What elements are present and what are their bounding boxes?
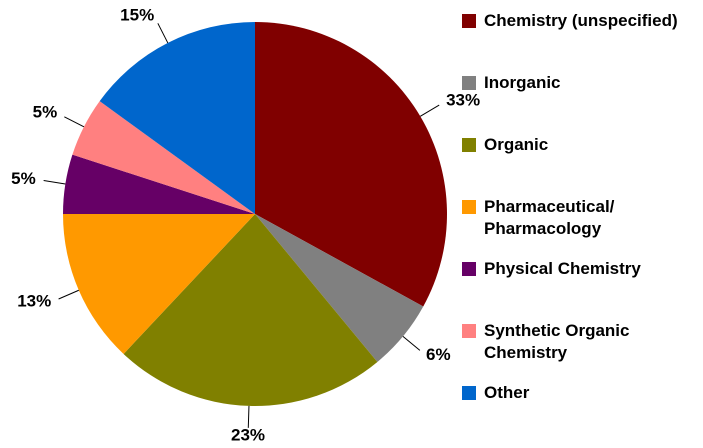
data-label: 23%: [231, 425, 265, 444]
legend-label: Pharmaceutical/ Pharmacology: [484, 197, 615, 238]
legend-swatch: [462, 76, 476, 90]
data-label: 33%: [446, 90, 480, 109]
legend-swatch: [462, 138, 476, 152]
legend-swatch: [462, 14, 476, 28]
pie-slice: [63, 214, 255, 354]
leader-line: [58, 289, 79, 300]
legend-label: Inorganic: [484, 73, 561, 92]
legend-item: Other: [462, 382, 692, 404]
legend-item: Chemistry (unspecified): [462, 10, 692, 32]
pie-slice: [123, 214, 378, 406]
legend-item: Inorganic: [462, 72, 692, 94]
legend-label: Chemistry (unspecified): [484, 11, 678, 30]
leader-line: [420, 104, 440, 117]
pie-slice: [255, 22, 448, 307]
legend-label: Organic: [484, 135, 549, 154]
legend-swatch: [462, 386, 476, 400]
leader-line: [64, 116, 85, 128]
pie-slice: [99, 21, 256, 215]
data-label: 13%: [17, 292, 51, 311]
legend-label: Physical Chemistry: [484, 259, 641, 278]
legend-label: Other: [484, 383, 530, 402]
legend-item: Pharmaceutical/ Pharmacology: [462, 196, 692, 240]
legend-item: Physical Chemistry: [462, 258, 692, 280]
legend-item: Organic: [462, 134, 692, 156]
legend-item: Synthetic Organic Chemistry: [462, 320, 692, 364]
leader-line: [157, 23, 169, 44]
legend-swatch: [462, 324, 476, 338]
data-label: 5%: [11, 169, 36, 188]
leader-line: [247, 405, 250, 428]
data-label: 15%: [120, 6, 154, 25]
legend-swatch: [462, 262, 476, 276]
data-label: 5%: [33, 103, 58, 122]
pie-slice: [255, 214, 424, 362]
pie-slice: [63, 154, 255, 214]
legend-label: Synthetic Organic Chemistry: [484, 321, 630, 362]
leader-line: [402, 336, 421, 351]
leader-line: [43, 180, 66, 185]
data-label: 6%: [426, 345, 451, 364]
pie-slice: [72, 101, 255, 214]
legend-swatch: [462, 200, 476, 214]
